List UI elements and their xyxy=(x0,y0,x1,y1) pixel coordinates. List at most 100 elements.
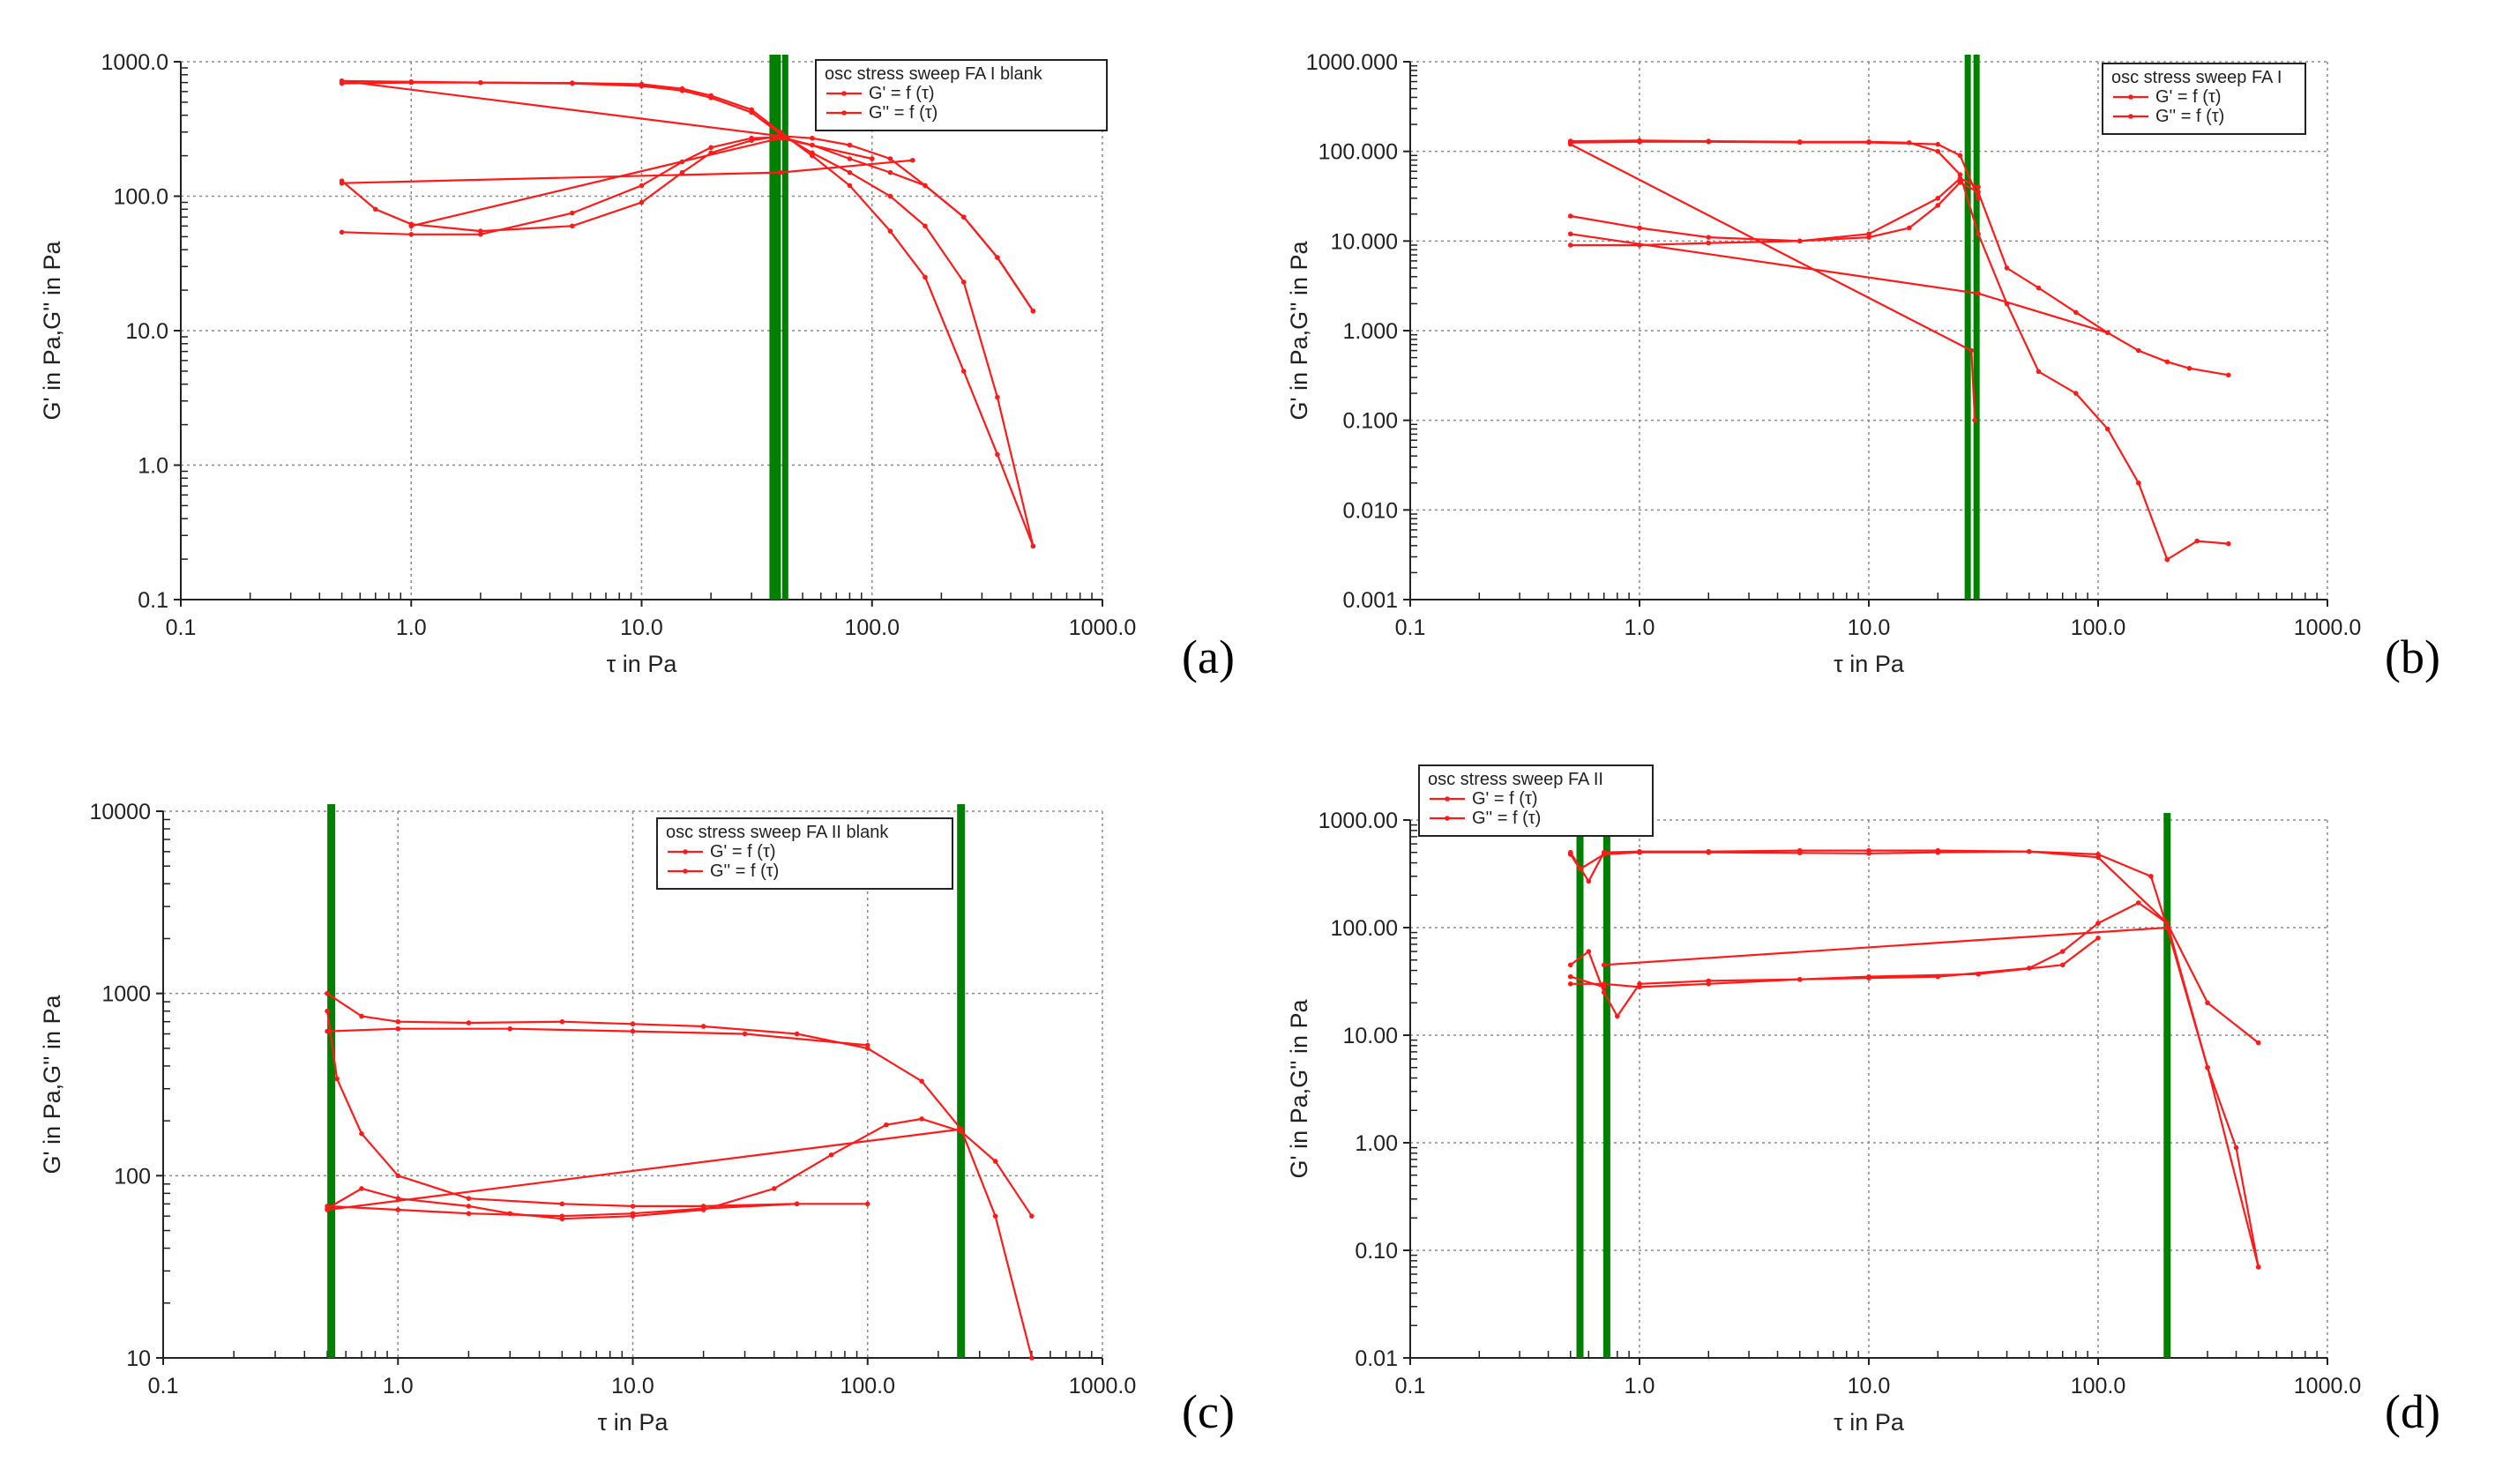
data-point xyxy=(2095,936,2101,941)
data-point xyxy=(995,255,1000,260)
data-point xyxy=(847,142,853,148)
series-line xyxy=(326,1010,868,1208)
x-tick-label: 0.1 xyxy=(166,615,197,640)
data-point xyxy=(1586,949,1592,954)
x-tick-label: 0.1 xyxy=(1395,615,1426,640)
data-point xyxy=(828,1152,834,1158)
data-point xyxy=(869,156,875,161)
legend-title: osc stress sweep FA II xyxy=(1428,770,1603,789)
data-point xyxy=(1976,231,1981,237)
y-axis-title: G' in Pa,G'' in Pa xyxy=(1286,998,1312,1178)
data-point xyxy=(1957,172,1963,177)
data-point xyxy=(919,1078,924,1084)
data-point xyxy=(1935,849,1941,855)
legend-title: osc stress sweep FA I blank xyxy=(825,64,1043,84)
data-point xyxy=(2026,848,2032,854)
series-line xyxy=(326,992,1033,1359)
data-point xyxy=(1567,852,1573,857)
data-point xyxy=(559,1201,565,1207)
data-point xyxy=(2095,854,2101,861)
data-point xyxy=(559,1213,565,1219)
series-line xyxy=(341,136,1035,312)
data-point xyxy=(2073,309,2079,316)
y-tick-label: 1000.000 xyxy=(1306,50,1398,75)
chart-panel-c: 0.1 1.0 10.0 100.0 1000.0 10 100 1000 10000 τ in … xyxy=(0,741,1247,1481)
data-point xyxy=(700,1205,706,1212)
x-tick-label: 1.0 xyxy=(1625,615,1655,640)
y-tick-label: 1.0 xyxy=(138,454,168,479)
data-point xyxy=(777,135,783,141)
x-tick-label: 1.0 xyxy=(1625,1374,1655,1398)
data-point xyxy=(1567,231,1573,237)
data-point xyxy=(478,232,483,237)
x-tick-label: 100.0 xyxy=(844,615,900,640)
y-tick-label: 0.001 xyxy=(1342,588,1398,613)
data-point xyxy=(395,1173,401,1179)
data-point xyxy=(847,169,853,175)
x-axis-title: τ in Pa xyxy=(1834,651,1905,677)
series-line xyxy=(341,79,781,138)
y-tick-label: 100.000 xyxy=(1318,140,1398,165)
data-point xyxy=(2255,1264,2261,1270)
data-point xyxy=(1601,962,1607,968)
data-point xyxy=(466,1020,472,1025)
data-point xyxy=(339,180,345,186)
data-point xyxy=(1567,973,1573,980)
data-point xyxy=(395,1018,401,1025)
data-point xyxy=(1935,196,1941,201)
data-point xyxy=(2164,556,2170,563)
data-point xyxy=(1615,1013,1620,1019)
series-line xyxy=(1570,139,2169,560)
data-point xyxy=(1957,175,1963,182)
data-point xyxy=(2135,900,2141,906)
data-point xyxy=(909,157,915,163)
legend-title: osc stress sweep FA II blank xyxy=(666,823,889,842)
legend-swatch-marker xyxy=(2128,114,2133,119)
data-point xyxy=(408,79,415,86)
data-point xyxy=(2255,1040,2261,1046)
data-point xyxy=(1797,976,1803,982)
data-point xyxy=(1567,981,1573,987)
x-tick-label: 10.0 xyxy=(1848,615,1891,640)
data-point xyxy=(1706,981,1712,987)
data-point xyxy=(408,232,415,237)
chart-panel-d: 0.1 1.0 10.0 100.0 1000.0 0.01 0.10 1.00 10.00 10… xyxy=(1247,741,2494,1481)
data-point xyxy=(408,223,415,229)
data-point xyxy=(339,78,345,84)
data-point xyxy=(1972,417,1978,423)
data-point xyxy=(325,1008,330,1014)
series-line xyxy=(411,137,873,227)
data-point xyxy=(1706,235,1712,240)
data-point xyxy=(1586,878,1592,884)
legend-entry: G'' = f (τ) xyxy=(710,861,779,881)
data-point xyxy=(2164,925,2170,930)
data-point xyxy=(2095,921,2101,926)
data-point xyxy=(887,156,893,161)
chart-d-svg: 0.1 1.0 10.0 100.0 1000.0 0.01 0.10 1.00 10.00 10… xyxy=(1286,764,2361,1436)
y-tick-label: 0.10 xyxy=(1355,1239,1398,1264)
x-tick-label: 10.0 xyxy=(611,1374,654,1398)
data-point xyxy=(794,1031,800,1037)
legend-swatch-marker xyxy=(683,849,688,854)
data-point xyxy=(864,1201,870,1207)
data-point xyxy=(923,183,928,189)
data-point xyxy=(960,280,967,285)
data-point xyxy=(339,229,345,235)
series-line xyxy=(1570,181,2229,377)
data-point xyxy=(923,274,928,280)
data-point xyxy=(2059,949,2065,954)
series-line xyxy=(340,135,1035,312)
data-point xyxy=(1957,180,1963,185)
legend-entry: G' = f (τ) xyxy=(1472,789,1538,809)
data-point xyxy=(1866,235,1871,240)
data-point xyxy=(2233,1145,2239,1151)
legend-entry: G'' = f (τ) xyxy=(1472,809,1541,828)
data-point xyxy=(960,369,967,374)
data-point xyxy=(1030,308,1036,314)
legend-entry: G' = f (τ) xyxy=(2155,87,2222,107)
y-tick-label: 1000.0 xyxy=(101,50,168,75)
data-point xyxy=(995,394,1000,400)
data-point xyxy=(1866,973,1871,980)
panel-label-b: (b) xyxy=(2385,630,2440,683)
data-point xyxy=(2073,391,2079,396)
